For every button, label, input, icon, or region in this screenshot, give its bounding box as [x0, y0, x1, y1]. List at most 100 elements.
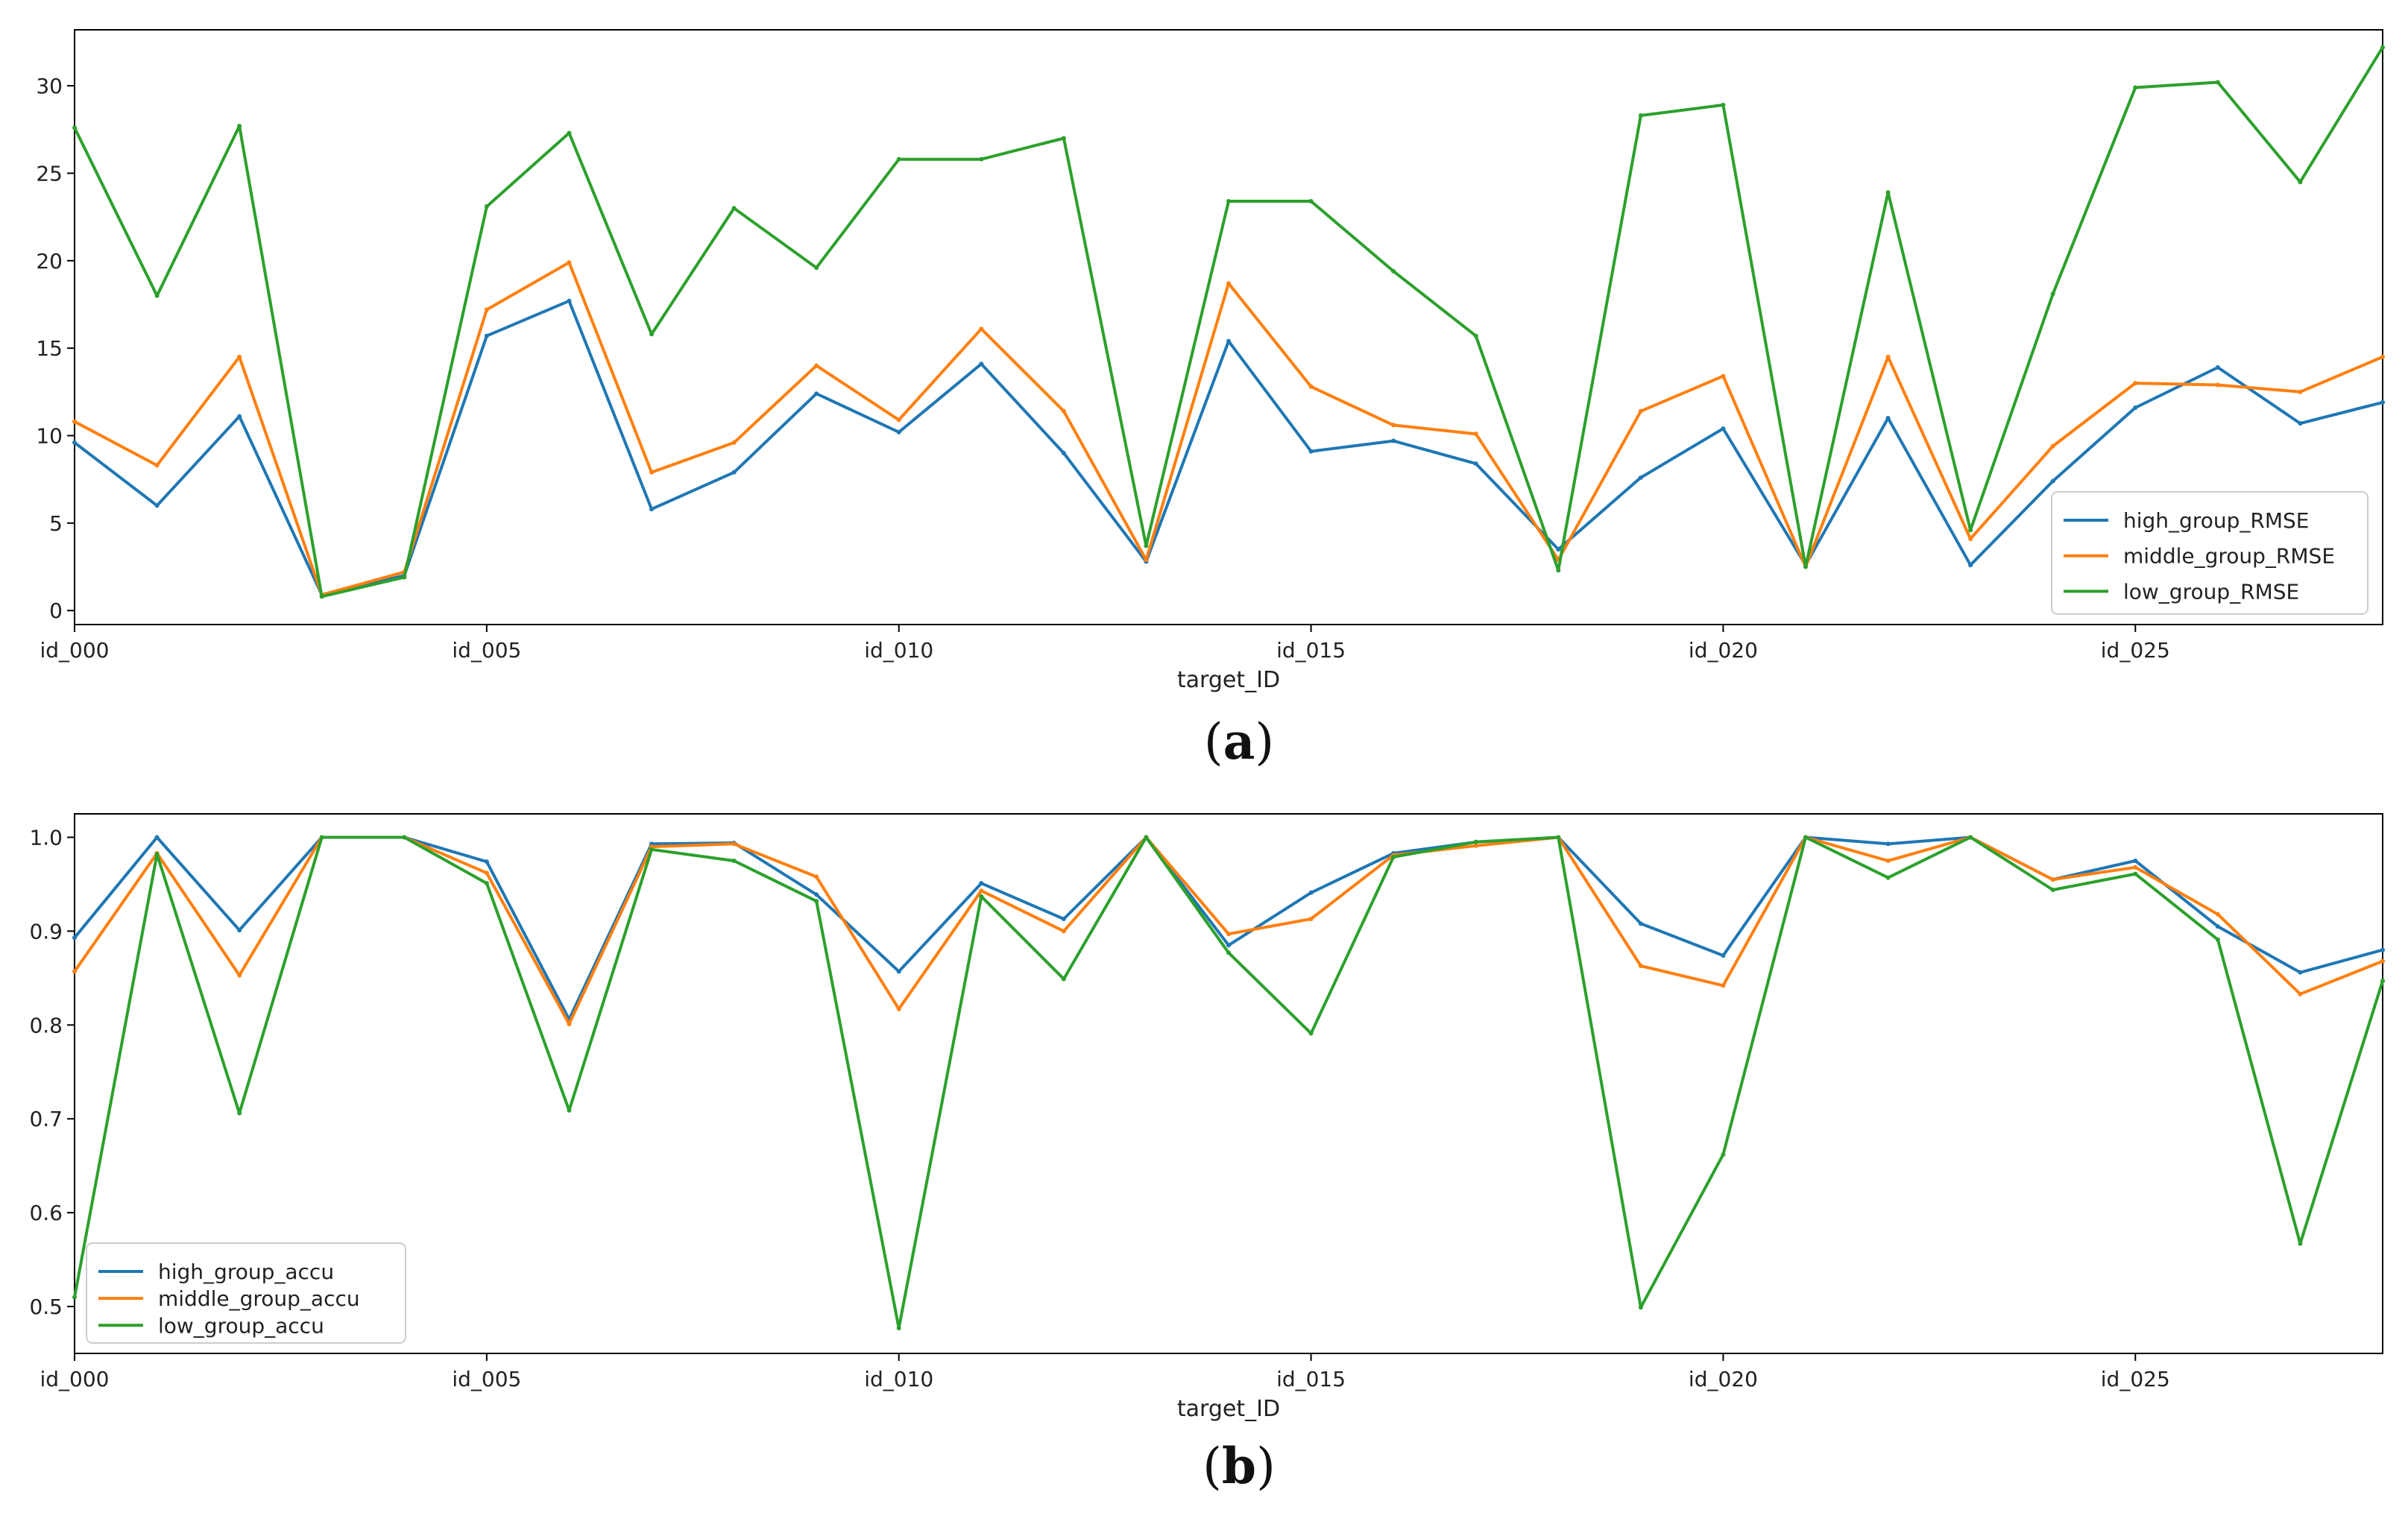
data-point-high_group_accu: [896, 969, 901, 974]
panel-caption: (b): [1203, 1437, 1276, 1495]
data-point-low_group_accu: [1803, 835, 1808, 840]
data-point-high_group_accu: [1885, 841, 1891, 847]
data-point-low_group_accu: [1556, 835, 1561, 840]
legend-label: high_group_accu: [158, 1260, 334, 1284]
data-point-middle_group_accu: [1721, 983, 1726, 988]
data-point-middle_group_RMSE: [2133, 381, 2138, 386]
data-point-low_group_RMSE: [896, 157, 901, 162]
data-point-high_group_accu: [1061, 917, 1066, 922]
data-point-middle_group_RMSE: [2298, 389, 2303, 394]
data-point-low_group_RMSE: [402, 575, 407, 580]
data-point-high_group_RMSE: [1226, 338, 1231, 344]
data-point-high_group_RMSE: [484, 333, 489, 338]
data-point-low_group_RMSE: [649, 332, 654, 337]
y-tick-label: 30: [36, 74, 63, 98]
y-tick-label: 0.5: [29, 1295, 63, 1319]
data-point-low_group_RMSE: [2050, 291, 2055, 297]
data-point-high_group_accu: [72, 935, 77, 941]
x-tick-label: id_005: [452, 638, 521, 663]
data-point-middle_group_RMSE: [2380, 354, 2385, 359]
x-tick-label: id_005: [452, 1367, 521, 1391]
data-point-low_group_accu: [402, 835, 407, 840]
data-point-middle_group_RMSE: [1721, 373, 1726, 379]
x-tick-label: id_015: [1276, 1367, 1346, 1391]
data-point-middle_group_accu: [567, 1022, 572, 1027]
data-point-middle_group_accu: [72, 969, 77, 974]
data-point-low_group_accu: [896, 1326, 901, 1331]
legend-label: low_group_accu: [158, 1313, 324, 1338]
data-point-low_group_accu: [1885, 875, 1891, 880]
data-point-middle_group_accu: [1226, 932, 1231, 937]
data-point-high_group_RMSE: [1556, 547, 1561, 552]
data-point-low_group_RMSE: [1226, 199, 1231, 204]
data-point-low_group_accu: [1721, 1152, 1726, 1157]
data-point-low_group_RMSE: [1721, 102, 1726, 107]
data-point-middle_group_RMSE: [154, 463, 160, 468]
x-tick-label: id_025: [2101, 638, 2170, 663]
data-point-middle_group_accu: [1061, 929, 1066, 934]
data-point-low_group_RMSE: [567, 130, 572, 136]
data-point-middle_group_RMSE: [2050, 443, 2055, 449]
data-point-high_group_RMSE: [72, 440, 77, 445]
data-point-low_group_RMSE: [484, 204, 489, 209]
x-tick-label: id_020: [1689, 638, 1758, 663]
data-point-low_group_RMSE: [1556, 568, 1561, 573]
y-tick-label: 1.0: [29, 825, 63, 850]
data-point-high_group_accu: [1226, 943, 1231, 948]
data-point-middle_group_RMSE: [2215, 382, 2220, 388]
data-point-middle_group_RMSE: [979, 326, 984, 332]
data-point-low_group_RMSE: [2133, 85, 2138, 90]
data-point-low_group_RMSE: [1638, 113, 1643, 118]
x-axis-title: target_ID: [1177, 667, 1280, 693]
data-point-high_group_RMSE: [1308, 449, 1314, 454]
data-point-low_group_accu: [1391, 854, 1396, 859]
data-point-middle_group_RMSE: [567, 260, 572, 265]
data-point-high_group_RMSE: [979, 361, 984, 367]
data-point-low_group_RMSE: [979, 157, 984, 162]
data-point-low_group_accu: [814, 899, 819, 904]
data-point-high_group_RMSE: [649, 507, 654, 512]
plot-frame: [74, 813, 2383, 1354]
data-point-low_group_RMSE: [1061, 136, 1066, 141]
data-point-high_group_RMSE: [2215, 364, 2220, 370]
data-point-low_group_accu: [567, 1107, 572, 1113]
data-point-middle_group_accu: [1638, 963, 1643, 968]
data-point-low_group_accu: [484, 881, 489, 886]
data-point-low_group_RMSE: [72, 125, 77, 130]
series-line-high_group_accu: [73, 835, 2383, 1021]
data-point-middle_group_accu: [814, 874, 819, 879]
data-point-low_group_accu: [154, 852, 160, 857]
data-point-middle_group_RMSE: [484, 307, 489, 312]
data-point-high_group_accu: [1638, 921, 1643, 926]
data-point-low_group_accu: [649, 847, 654, 852]
y-tick-label: 0.8: [29, 1013, 63, 1037]
data-point-middle_group_accu: [1885, 858, 1891, 863]
data-point-high_group_RMSE: [2050, 478, 2055, 484]
y-tick-label: 20: [36, 249, 63, 274]
data-point-low_group_RMSE: [237, 124, 242, 129]
data-point-low_group_RMSE: [1144, 543, 1149, 549]
x-tick-label: id_020: [1689, 1367, 1758, 1391]
data-point-low_group_accu: [979, 894, 984, 899]
y-tick-label: 0.7: [29, 1107, 63, 1131]
data-point-low_group_accu: [2215, 937, 2220, 942]
data-point-middle_group_accu: [2050, 877, 2055, 882]
data-point-high_group_accu: [979, 881, 984, 886]
x-tick-label: id_000: [40, 1367, 110, 1391]
data-point-low_group_accu: [72, 1295, 77, 1300]
data-point-middle_group_accu: [2298, 991, 2303, 996]
data-point-high_group_RMSE: [896, 429, 901, 434]
data-point-high_group_RMSE: [1061, 450, 1066, 455]
y-tick-label: 15: [36, 336, 63, 361]
legend-box: [2051, 491, 2368, 615]
panel-b: 0.5 0.6 0.7 0.8 0.9 1.0 id_000 id_005 id_010 id_0…: [29, 813, 2385, 1495]
data-point-low_group_RMSE: [1803, 564, 1808, 569]
data-point-middle_group_RMSE: [1638, 408, 1643, 414]
legend-label: low_group_RMSE: [2123, 579, 2299, 604]
data-point-low_group_RMSE: [154, 293, 160, 298]
data-point-low_group_accu: [2380, 979, 2385, 984]
data-point-high_group_RMSE: [237, 414, 242, 419]
data-point-high_group_RMSE: [731, 470, 737, 475]
y-tick-label: 0.9: [29, 919, 63, 944]
